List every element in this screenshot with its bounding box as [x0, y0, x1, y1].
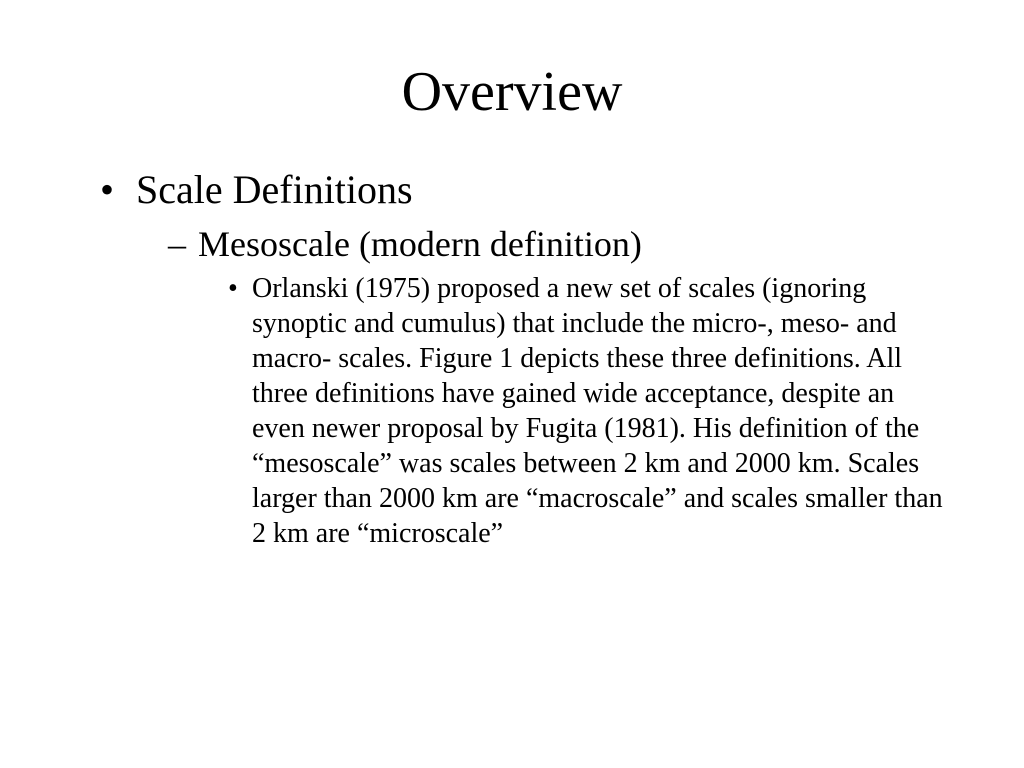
bullet-level1-item: Scale Definitions Mesoscale (modern defi…	[100, 164, 944, 551]
bullet-list-level2: Mesoscale (modern definition) Orlanski (…	[136, 222, 944, 551]
bullet-list-level3: Orlanski (1975) proposed a new set of sc…	[198, 271, 944, 551]
slide-title: Overview	[80, 60, 944, 124]
bullet-level2-item: Mesoscale (modern definition) Orlanski (…	[168, 222, 944, 551]
bullet-level1-text: Scale Definitions	[136, 167, 413, 212]
bullet-level3-item: Orlanski (1975) proposed a new set of sc…	[228, 271, 944, 551]
bullet-level3-text: Orlanski (1975) proposed a new set of sc…	[252, 273, 943, 549]
slide: Overview Scale Definitions Mesoscale (mo…	[0, 0, 1024, 768]
bullet-level2-text: Mesoscale (modern definition)	[198, 224, 642, 264]
bullet-list-level1: Scale Definitions Mesoscale (modern defi…	[80, 164, 944, 551]
